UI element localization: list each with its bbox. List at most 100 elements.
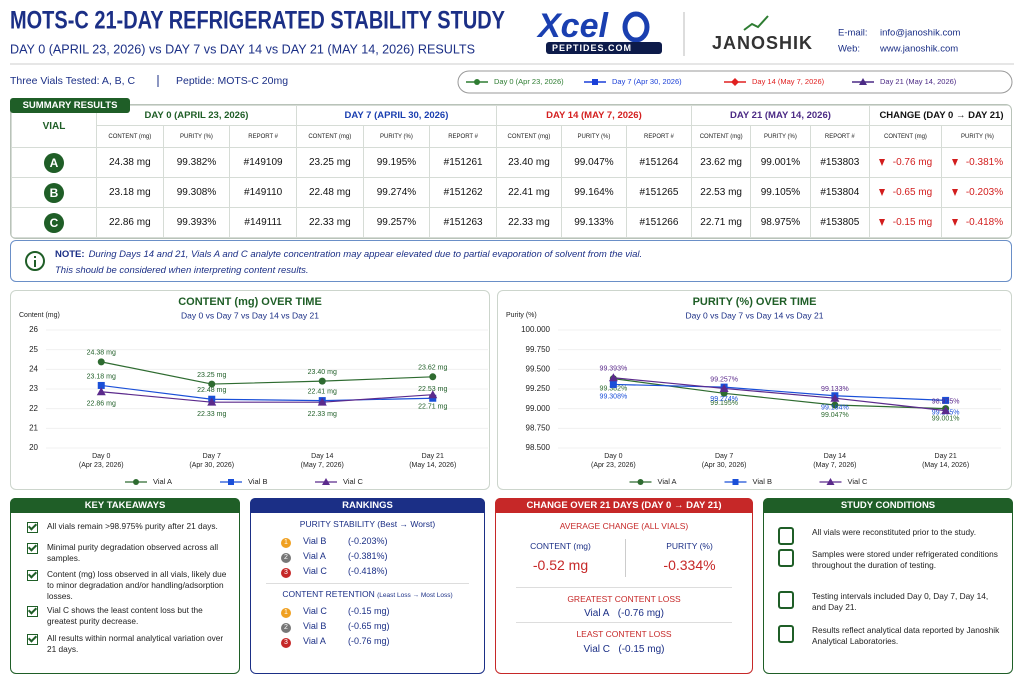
cell: 23.62 mg: [690, 147, 752, 178]
legend-label: Vial C: [848, 477, 868, 486]
y-tick-label: 98.750: [526, 423, 551, 432]
divider: [625, 539, 626, 577]
rank-vial: Vial B: [303, 536, 327, 546]
down-arrow: [878, 158, 885, 166]
chart-panel: CONTENT (mg) OVER TIME Day 0 vs Day 7 vs …: [10, 290, 490, 490]
y-tick-label: 99.500: [526, 364, 551, 373]
y-tick-label: 99.000: [526, 404, 551, 413]
cell: C: [11, 207, 97, 238]
cell: 22.33 mg: [495, 207, 562, 238]
ranking-item: 1 Vial B (-0.203%): [281, 536, 388, 548]
x-tick-sublabel: (Apr 30, 2026): [189, 462, 234, 469]
vial-badge: A: [44, 152, 64, 173]
panel-title: RANKINGS: [250, 498, 485, 513]
x-tick-label: Day 0: [604, 453, 622, 460]
takeaway: Content (mg) loss observed in all vials,…: [27, 569, 227, 602]
rank-badge: 3: [281, 638, 291, 648]
ranking-heading: PURITY STABILITY (Best → Worst): [251, 519, 484, 529]
cell: 22.41 mg: [495, 177, 562, 208]
logo-icon: [622, 11, 650, 43]
data-label: 24.38 mg: [87, 350, 116, 357]
marker: [97, 381, 105, 389]
takeaway: All results within normal analytical var…: [27, 633, 227, 655]
value: 99.382%: [176, 157, 217, 168]
cell: 99.308%: [162, 177, 231, 208]
title: MOTS-C 21-DAY REFRIGERATED STABILITY STU…: [10, 7, 505, 35]
x-tick-sublabel: (May 7, 2026): [301, 462, 344, 469]
cell: #151266: [625, 207, 692, 238]
data-label: 99.393%: [600, 366, 628, 373]
cell: 98.975%: [750, 207, 811, 238]
cell: 22.53 mg: [690, 177, 752, 208]
ranking-qualifier: (Best → Worst): [377, 519, 436, 529]
table: VIAL DAY 0 (APRIL 23, 2026) DAY 7 (APRIL 3…: [11, 105, 1011, 238]
series-line: [101, 361, 433, 385]
info-icon: [25, 251, 45, 271]
value: 22.33 mg: [308, 217, 351, 228]
y-tick-label: 98.500: [526, 443, 551, 452]
rank-vial: Vial A: [303, 551, 326, 561]
note: NOTE: During Days 14 and 21, Vials A and …: [10, 240, 1012, 282]
x-tick-sublabel: (May 14, 2026): [409, 462, 456, 469]
chart-subtitle: Day 0 vs Day 7 vs Day 14 vs Day 21: [181, 310, 319, 320]
marker: [731, 78, 739, 86]
cell: -0.76 mg: [868, 147, 942, 178]
value: #149111: [244, 217, 282, 228]
value: #149109: [243, 157, 283, 168]
value: 23.40 mg: [508, 157, 550, 168]
chart-title: CONTENT (mg) OVER TIME: [178, 296, 322, 308]
value: #151262: [443, 187, 483, 198]
cell: -0.203%: [940, 177, 1011, 208]
note-label: NOTE:: [55, 249, 85, 260]
group-header: DAY 21 (MAY 14, 2026): [690, 105, 870, 126]
data-label: 22.53 mg: [418, 386, 447, 393]
x-tick-sublabel: (Apr 30, 2026): [702, 462, 747, 469]
data-label: 99.047%: [821, 412, 849, 419]
column-header: CONTENT (mg): [690, 125, 752, 148]
cell: #149111: [229, 207, 297, 238]
divider: [266, 583, 469, 584]
ranking-item: 3 Vial C (-0.418%): [281, 566, 388, 578]
cell: 22.71 mg: [690, 207, 752, 238]
value: #153805: [820, 217, 860, 228]
y-tick-label: 26: [29, 325, 38, 334]
ranking-item: 1 Vial C (-0.15 mg): [281, 606, 390, 618]
value: #151265: [639, 187, 679, 198]
ranking-item: 3 Vial A (-0.76 mg): [281, 636, 390, 648]
x-tick-label: Day 21: [935, 453, 957, 460]
chart-panel: PURITY (%) OVER TIME Day 0 vs Day 7 vs Da…: [497, 290, 1012, 490]
rank-vial: Vial C: [303, 606, 327, 616]
lab-icon: [743, 15, 769, 31]
cell: #151263: [429, 207, 497, 238]
data-label: 22.48 mg: [197, 387, 226, 394]
takeaways-panel: KEY TAKEAWAYS All vials remain >98.975% p…: [10, 498, 240, 674]
legend-label: Day 0 (Apr 23, 2026): [494, 77, 564, 86]
lab-name: JANOSHIK: [712, 33, 813, 53]
legend-label: Vial A: [153, 477, 172, 486]
cell: 24.38 mg: [96, 147, 164, 178]
cell: A: [11, 147, 97, 178]
column-header: CONTENT (mg): [295, 125, 364, 148]
ranking-title: CONTENT RETENTION: [282, 589, 375, 599]
x-tick-label: Day 21: [422, 453, 444, 460]
series-line: [101, 391, 433, 403]
rank-change: (-0.65 mg): [348, 621, 390, 631]
value: 22.53 mg: [700, 187, 742, 198]
value: 22.41 mg: [508, 187, 550, 198]
chart: PURITY (%) OVER TIME Day 0 vs Day 7 vs Da…: [506, 296, 1001, 486]
cell: 99.133%: [560, 207, 627, 238]
x-tick-label: Day 0: [92, 453, 110, 460]
legend-label: Day 7 (Apr 30, 2026): [612, 77, 682, 86]
change-value: -0.381%: [965, 157, 1004, 168]
cell: 99.382%: [162, 147, 231, 178]
logo: Xcel: [536, 7, 609, 45]
chart-subtitle: Day 0 vs Day 7 vs Day 14 vs Day 21: [686, 310, 824, 320]
contact-value: www.janoshik.com: [879, 44, 958, 55]
change-value: -0.203%: [965, 187, 1004, 198]
legend: Day 0 (Apr 23, 2026) Day 7 (Apr 30, 2026)…: [466, 77, 957, 86]
data-label: 99.195%: [710, 400, 738, 407]
column-header: PURITY (%): [162, 125, 231, 148]
marker: [859, 78, 867, 85]
value: 98.975%: [760, 217, 801, 228]
cell: 22.48 mg: [295, 177, 364, 208]
